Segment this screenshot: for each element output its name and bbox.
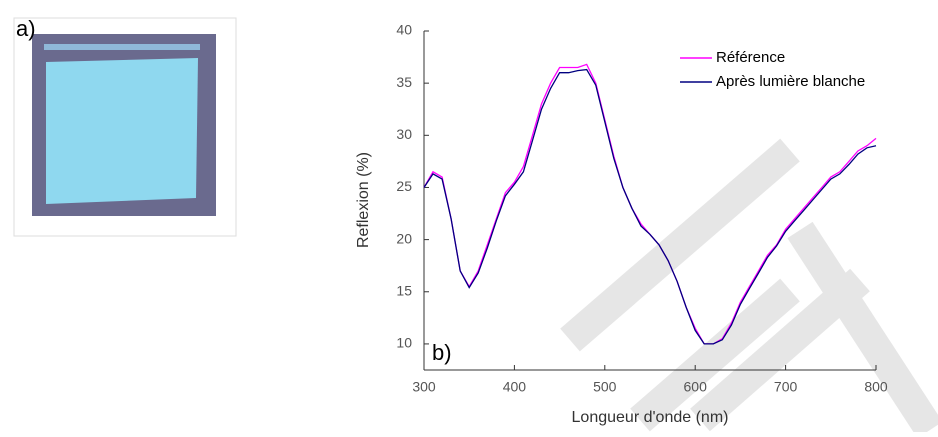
legend-label: Après lumière blanche	[716, 73, 865, 90]
panel-label: b)	[432, 340, 452, 365]
x-axis-label: Longueur d'onde (nm)	[572, 409, 729, 426]
y-tick-label: 40	[396, 22, 412, 38]
line	[423, 63, 877, 345]
y-tick-label: 30	[396, 126, 412, 142]
figure-label: a)	[16, 16, 36, 41]
y-tick-label: 35	[396, 74, 412, 90]
photo: a)	[13, 16, 237, 237]
x-tick-label: 700	[774, 379, 798, 395]
y-tick-label: 10	[396, 335, 412, 351]
y-tick-label: 20	[396, 230, 412, 246]
film	[46, 58, 198, 204]
y-axis-label: Reflexion (%)	[355, 152, 372, 248]
x-tick-label: 400	[503, 379, 527, 395]
x-tick-label: 600	[684, 379, 708, 395]
watermark	[560, 138, 938, 437]
x-tick-label: 300	[412, 379, 436, 395]
y-tick-label: 25	[396, 178, 412, 194]
y-tick-label: 15	[396, 282, 412, 298]
line	[423, 68, 877, 345]
x-tick-label: 800	[864, 379, 888, 395]
legend-label: Référence	[716, 49, 785, 66]
strip	[44, 44, 200, 50]
x-tick-label: 500	[593, 379, 617, 395]
